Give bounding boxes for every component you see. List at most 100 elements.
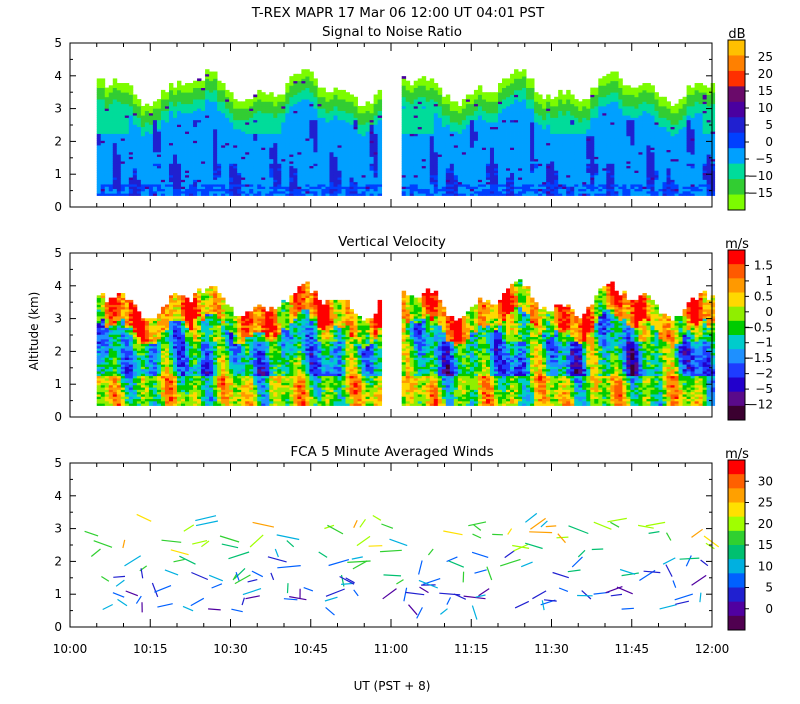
heatmap-cell (321, 110, 326, 114)
heatmap-cell (413, 101, 419, 105)
heatmap-cell (172, 140, 178, 144)
heatmap-cell (132, 147, 138, 150)
heatmap-cell (269, 149, 274, 153)
heatmap-cell (132, 119, 138, 123)
heatmap-cell (377, 89, 383, 93)
heatmap-cell (140, 105, 146, 109)
heatmap-cell (425, 96, 431, 100)
heatmap-cell (409, 96, 415, 100)
heatmap-cell (401, 167, 407, 171)
heatmap-cell (140, 131, 146, 134)
heatmap-cell (510, 87, 515, 91)
heatmap-cell (425, 105, 431, 109)
heatmap-cell (522, 89, 527, 93)
heatmap-cell (530, 92, 535, 95)
heatmap-cell (365, 163, 370, 167)
heatmap-cell (185, 85, 190, 89)
heatmap-cell (128, 94, 134, 98)
heatmap-cell (185, 165, 190, 169)
heatmap-cell (421, 92, 427, 95)
heatmap-cell (205, 96, 210, 100)
heatmap-cell (128, 101, 134, 105)
heatmap-cell (201, 117, 206, 121)
heatmap-cell (233, 170, 238, 173)
heatmap-cell (289, 105, 294, 109)
heatmap-cell (473, 154, 479, 157)
heatmap-cell (510, 158, 515, 162)
heatmap-cell (373, 105, 379, 109)
heatmap-cell (281, 147, 286, 150)
heatmap-cell (526, 163, 531, 167)
heatmap-cell (116, 174, 122, 178)
heatmap-cell (181, 124, 186, 128)
heatmap-cell (349, 128, 354, 132)
heatmap-cell (321, 101, 326, 105)
heatmap-cell (361, 188, 366, 192)
heatmap-cell (205, 172, 210, 176)
heatmap-cell (477, 126, 483, 130)
heatmap-cell (437, 135, 443, 139)
heatmap-cell (441, 177, 447, 180)
heatmap-cell (522, 184, 527, 187)
heatmap-cell (177, 140, 182, 144)
heatmap-cell (253, 115, 258, 118)
heatmap-cell (538, 119, 543, 123)
heatmap-cell (116, 133, 122, 137)
heatmap-cell (120, 151, 126, 155)
heatmap-cell (265, 165, 270, 169)
heatmap-cell (481, 158, 487, 162)
heatmap-cell (337, 99, 342, 102)
heatmap-cell (489, 193, 495, 196)
heatmap-cell (189, 140, 194, 144)
heatmap-cell (96, 128, 102, 132)
heatmap-cell (112, 177, 118, 180)
heatmap-cell (181, 101, 186, 105)
heatmap-cell (168, 142, 174, 146)
heatmap-cell (177, 170, 182, 173)
heatmap-cell (401, 87, 407, 91)
heatmap-cell (313, 151, 318, 155)
heatmap-cell (469, 161, 475, 164)
heatmap-cell (453, 165, 459, 169)
heatmap-cell (205, 103, 210, 107)
heatmap-cell (437, 122, 443, 125)
heatmap-cell (357, 119, 362, 123)
heatmap-cell (433, 138, 439, 141)
heatmap-cell (241, 165, 246, 169)
heatmap-cell (140, 122, 146, 125)
heatmap-cell (229, 131, 234, 134)
heatmap-cell (405, 112, 411, 116)
heatmap-cell (309, 184, 314, 187)
heatmap-cell (377, 174, 383, 178)
heatmap-cell (241, 158, 246, 162)
heatmap-cell (502, 94, 507, 98)
heatmap-cell (502, 83, 507, 86)
heatmap-cell (522, 138, 527, 141)
heatmap-cell (317, 108, 322, 111)
heatmap-cell (128, 89, 134, 93)
heatmap-cell (465, 110, 471, 114)
heatmap-cell (281, 133, 286, 137)
heatmap-cell (116, 177, 122, 180)
heatmap-cell (465, 99, 471, 102)
heatmap-cell (461, 117, 467, 121)
heatmap-cell (518, 112, 523, 116)
heatmap-cell (526, 92, 531, 95)
heatmap-cell (112, 172, 118, 176)
heatmap-cell (526, 128, 531, 132)
heatmap-cell (473, 190, 479, 194)
heatmap-cell (353, 140, 358, 144)
heatmap-cell (205, 138, 210, 141)
heatmap-cell (469, 177, 475, 180)
heatmap-cell (465, 131, 471, 134)
heatmap-cell (473, 122, 479, 125)
heatmap-cell (341, 122, 346, 125)
heatmap-cell (269, 94, 274, 98)
heatmap-cell (401, 124, 407, 128)
heatmap-cell (321, 138, 326, 141)
heatmap-cell (193, 154, 198, 157)
heatmap-cell (140, 154, 146, 157)
heatmap-cell (265, 149, 270, 153)
heatmap-cell (289, 87, 294, 91)
heatmap-cell (140, 161, 146, 164)
